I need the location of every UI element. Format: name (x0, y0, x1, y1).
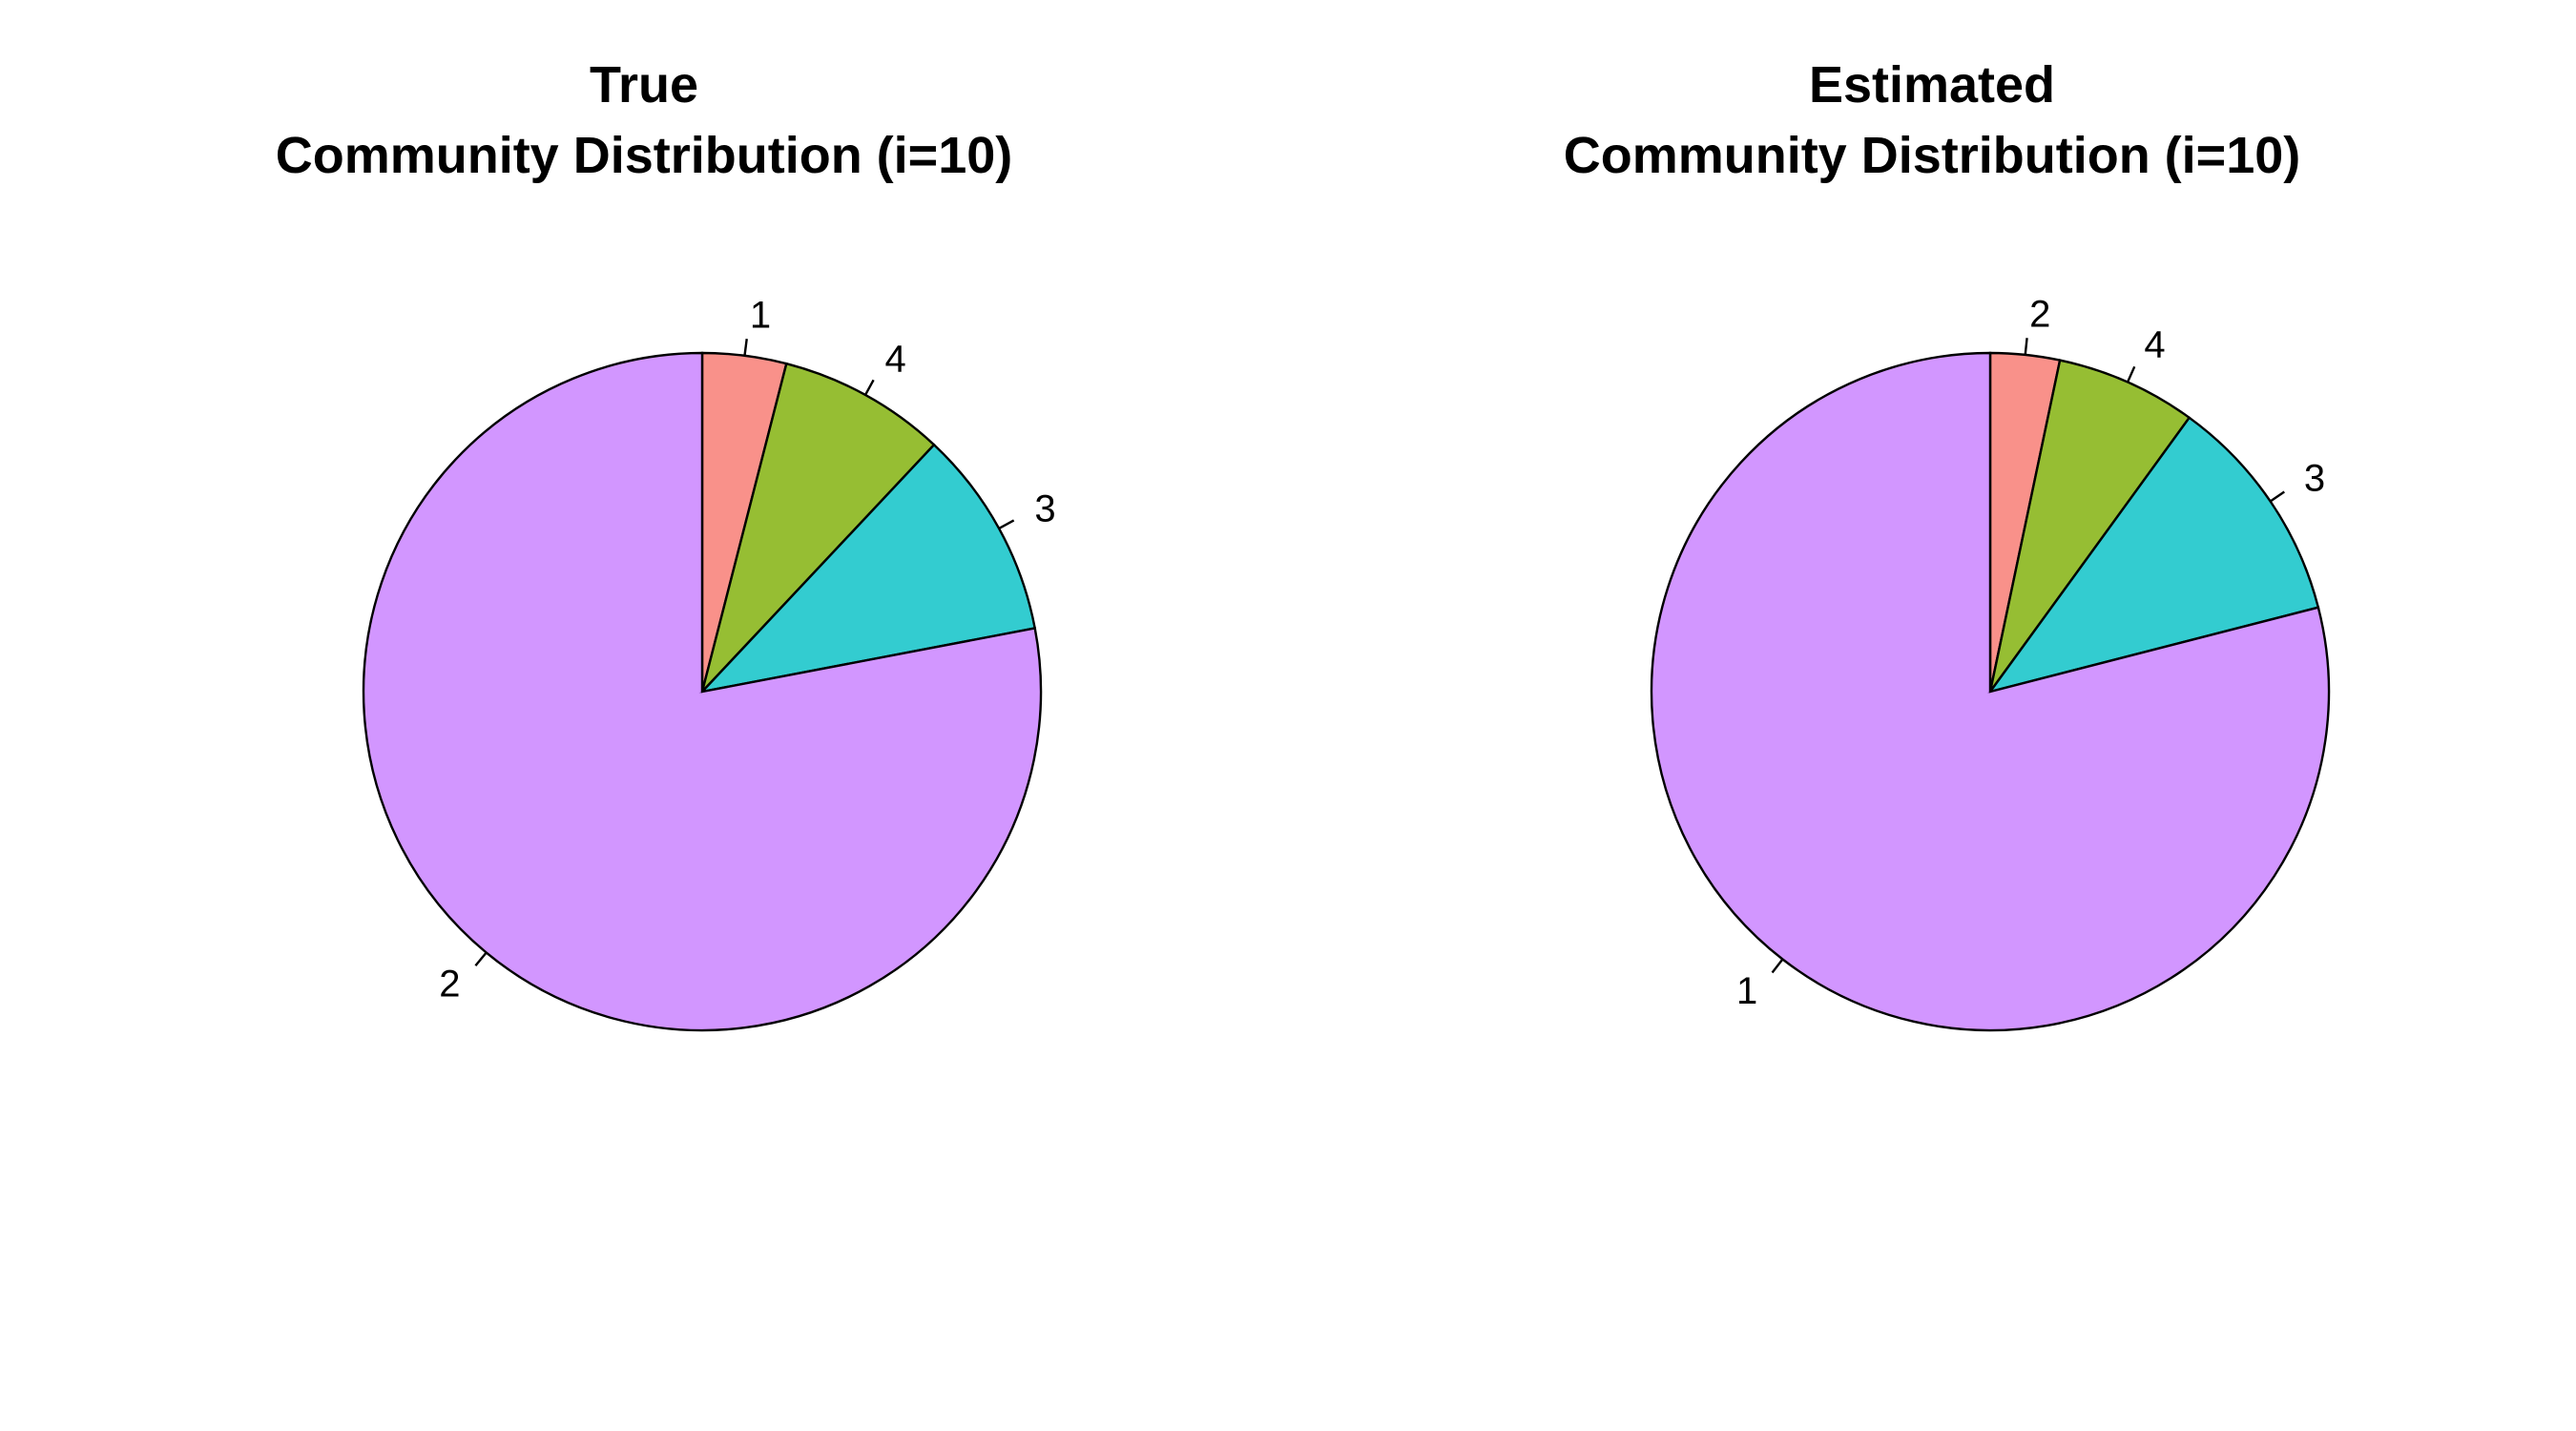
chart-title-line-2: Community Distribution (i=10) (1563, 127, 2301, 184)
pie-label-tick (863, 379, 875, 396)
pie-label-tick (474, 951, 488, 966)
pie-slice-4 (1988, 359, 2192, 693)
pie-slice-label: 2 (2029, 294, 2050, 336)
pie-chart-estimated: 2 4 3 1 (1650, 294, 2331, 1032)
pie-label-tick (2126, 365, 2136, 384)
pie-slice-label: 3 (1034, 487, 1055, 529)
chart-title-line-1: Estimated (1808, 56, 2056, 114)
pie-slice-label: 4 (885, 339, 906, 381)
pie-slice-4 (700, 362, 936, 693)
pie-label-tick (998, 519, 1015, 530)
pie-slice-label: 1 (1736, 970, 1757, 1012)
pie-label-tick (2269, 490, 2285, 503)
pie-slice-3 (698, 443, 1037, 694)
pie-label-tick (1771, 958, 1784, 974)
chart-title-line-2: Community Distribution (i=10) (275, 127, 1013, 184)
pie-slice-label: 2 (439, 963, 460, 1005)
pie-label-tick (743, 339, 748, 356)
pie-slice-2 (362, 351, 1043, 1032)
pie-panel-estimated: Estimated Community Distribution (i=10) … (1288, 0, 2576, 1431)
pie-slice-label: 1 (750, 295, 771, 337)
pie-slice-1 (1650, 351, 2331, 1032)
pie-panel-true: True Community Distribution (i=10) 1 4 3 2 (275, 56, 1056, 1032)
pie-label-tick (2024, 338, 2028, 356)
pie-slice-label: 3 (2304, 458, 2325, 500)
chart-title-line-1: True (589, 56, 699, 114)
pie-slice-label: 4 (2144, 324, 2165, 366)
pie-chart-true: 1 4 3 2 (362, 295, 1056, 1032)
